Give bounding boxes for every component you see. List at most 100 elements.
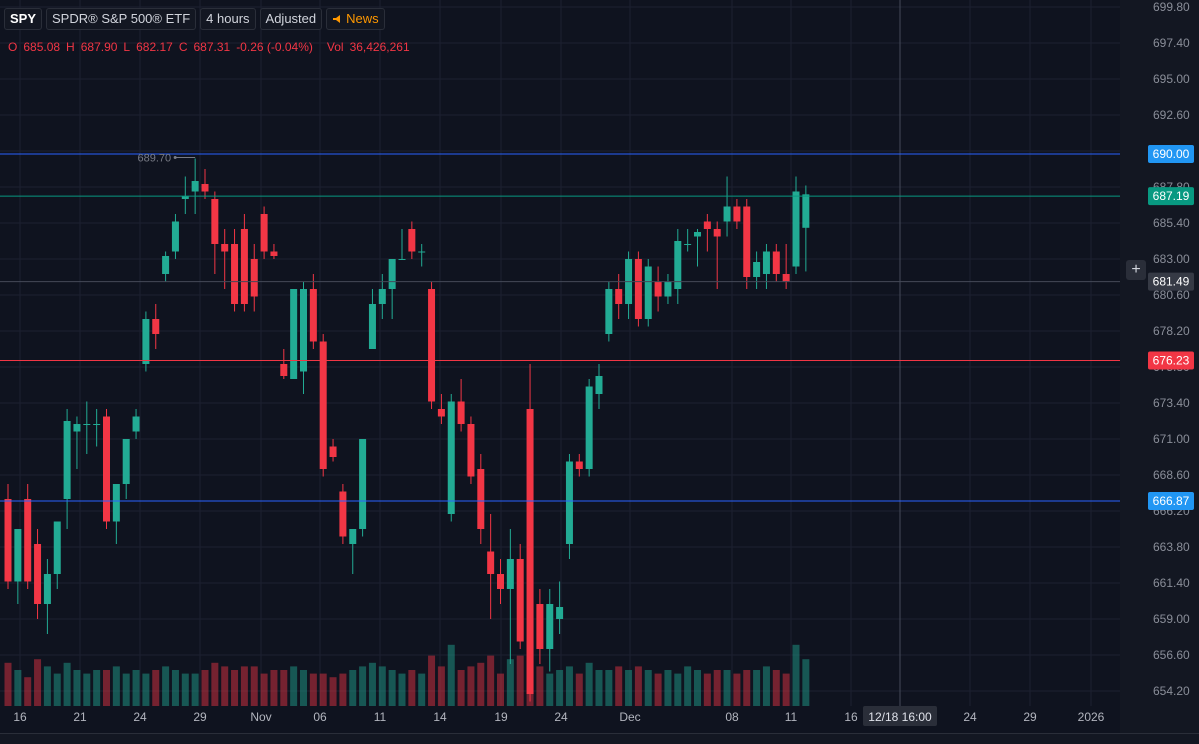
candle-body bbox=[408, 229, 416, 252]
candle-body bbox=[526, 409, 534, 694]
price-tick-label: 697.40 bbox=[1153, 36, 1190, 50]
volume-bar bbox=[664, 670, 672, 706]
candle-body bbox=[112, 484, 120, 522]
candle-body bbox=[43, 574, 51, 604]
interval-label[interactable]: 4 hours bbox=[200, 8, 256, 30]
time-tick-label: 11 bbox=[374, 710, 387, 724]
candle-body bbox=[290, 289, 298, 379]
volume-bar bbox=[211, 662, 219, 706]
candle-body bbox=[467, 424, 475, 477]
volume-bar bbox=[644, 670, 652, 706]
price-tag-label: 681.49 bbox=[1153, 275, 1190, 289]
price-tag-label: 687.19 bbox=[1153, 189, 1190, 203]
volume-bar bbox=[694, 670, 701, 706]
volume-bar bbox=[634, 666, 642, 706]
candle-body bbox=[428, 289, 436, 402]
candle-body bbox=[477, 469, 485, 529]
chart-header: SPY SPDR® S&P 500® ETF 4 hours Adjusted … bbox=[4, 8, 385, 30]
volume-bar bbox=[753, 670, 761, 706]
candle-body bbox=[211, 199, 219, 244]
candle-body bbox=[181, 196, 189, 199]
candle-body bbox=[713, 229, 721, 237]
low-value: 682.17 bbox=[136, 40, 173, 54]
candle-body bbox=[634, 259, 642, 319]
candle-body bbox=[605, 289, 613, 334]
volume-bar bbox=[654, 673, 662, 706]
volume-bar bbox=[339, 673, 347, 706]
crosshair-time-box bbox=[863, 706, 937, 726]
volume-bar bbox=[782, 673, 790, 706]
volume-bar bbox=[477, 662, 485, 706]
volume-bar bbox=[497, 673, 504, 706]
volume-bar bbox=[103, 670, 110, 706]
crosshair-time-label: 12/18 16:00 bbox=[868, 710, 932, 724]
volume-bar bbox=[34, 659, 42, 706]
volume-bar bbox=[221, 666, 229, 706]
bottom-toolbar bbox=[0, 733, 1199, 744]
volume-bar bbox=[762, 666, 770, 706]
candle-body bbox=[162, 256, 170, 274]
volume-bar bbox=[43, 666, 51, 706]
open-label: O bbox=[8, 40, 18, 54]
candle-body bbox=[201, 184, 209, 192]
time-tick-label: 19 bbox=[494, 710, 508, 724]
volume-bar bbox=[418, 673, 426, 706]
candle-body bbox=[122, 439, 130, 484]
price-tick-label: 678.20 bbox=[1153, 324, 1190, 338]
time-tick-label: 24 bbox=[133, 710, 147, 724]
candle-body bbox=[24, 499, 32, 582]
high-label: H bbox=[66, 40, 75, 54]
candle-body bbox=[733, 206, 741, 222]
volume-bar bbox=[428, 655, 436, 706]
candle-body bbox=[674, 241, 682, 289]
volume-bar bbox=[792, 644, 800, 706]
candle-body bbox=[802, 194, 810, 228]
volume-bar bbox=[713, 670, 721, 706]
time-tick-label: Dec bbox=[619, 710, 640, 724]
candle-body bbox=[654, 281, 662, 297]
volume-bar bbox=[388, 670, 396, 706]
add-alert-plus-button[interactable]: + bbox=[1126, 260, 1146, 280]
price-tick-label: 699.80 bbox=[1153, 0, 1190, 14]
candle-body bbox=[63, 421, 71, 499]
adjusted-label[interactable]: Adjusted bbox=[259, 8, 323, 30]
volume-label: Vol bbox=[326, 40, 344, 54]
volume-bar bbox=[359, 666, 367, 706]
volume-bar bbox=[575, 673, 583, 706]
candle-body bbox=[457, 401, 465, 424]
volume-bar bbox=[457, 670, 465, 706]
time-tick-label: 2026 bbox=[1078, 710, 1105, 724]
news-button[interactable]: News bbox=[326, 8, 385, 30]
volume-bar bbox=[733, 673, 741, 706]
volume-bar bbox=[250, 666, 258, 706]
candle-body bbox=[546, 604, 554, 649]
volume-bar bbox=[378, 666, 386, 706]
volume-bar bbox=[546, 673, 554, 706]
candle-body bbox=[171, 221, 179, 252]
price-tick-label: 671.00 bbox=[1153, 432, 1190, 446]
volume-bar bbox=[162, 666, 170, 706]
time-tick-label: 08 bbox=[725, 710, 739, 724]
volume-bar bbox=[487, 655, 495, 706]
volume-bar bbox=[615, 666, 623, 706]
candle-body bbox=[132, 416, 140, 432]
close-value: 687.31 bbox=[193, 40, 231, 54]
candle-body bbox=[231, 244, 239, 304]
symbol-name[interactable]: SPDR® S&P 500® ETF bbox=[46, 8, 197, 30]
volume-bar bbox=[181, 673, 189, 706]
candle-body bbox=[93, 424, 101, 425]
volume-bar bbox=[73, 670, 81, 706]
candle-body bbox=[782, 274, 790, 282]
volume-bar bbox=[674, 673, 682, 706]
candle-body bbox=[615, 289, 623, 304]
volume-bar bbox=[516, 655, 524, 706]
volume-bar bbox=[309, 673, 317, 706]
volume-bar bbox=[122, 673, 130, 706]
price-tick-label: 685.40 bbox=[1153, 216, 1190, 230]
candle-body bbox=[644, 266, 652, 319]
low-label: L bbox=[123, 40, 131, 54]
candle-body bbox=[309, 289, 317, 342]
symbol-label[interactable]: SPY bbox=[4, 8, 43, 30]
candle-body bbox=[753, 262, 761, 277]
